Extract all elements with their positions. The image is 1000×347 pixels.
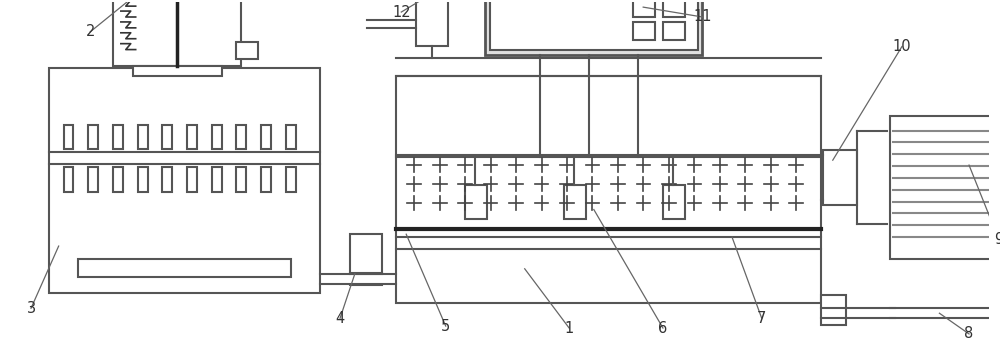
Bar	[236, 125, 246, 149]
Bar	[113, 167, 123, 192]
Bar	[821, 295, 846, 325]
Bar	[286, 167, 296, 192]
Bar	[113, 125, 123, 149]
Bar	[465, 185, 487, 219]
Text: 11: 11	[693, 9, 712, 25]
Bar	[49, 68, 320, 294]
Text: 7: 7	[757, 311, 766, 325]
Bar	[236, 42, 258, 59]
Text: 4: 4	[335, 311, 345, 325]
Bar	[187, 167, 197, 192]
Bar	[138, 167, 148, 192]
Text: 1: 1	[565, 321, 574, 336]
Bar	[113, 0, 241, 66]
Bar	[485, 0, 702, 54]
Text: 10: 10	[893, 39, 911, 54]
Bar	[187, 125, 197, 149]
Bar	[88, 167, 98, 192]
Bar	[162, 125, 172, 149]
Bar	[633, 0, 655, 17]
Bar	[261, 125, 271, 149]
Bar	[564, 185, 586, 219]
Bar	[78, 259, 291, 277]
Bar	[490, 0, 698, 50]
Bar	[890, 116, 999, 259]
Bar	[663, 22, 685, 40]
Bar	[663, 185, 685, 219]
Bar	[286, 125, 296, 149]
Bar	[212, 167, 222, 192]
Bar	[133, 66, 222, 76]
Bar	[350, 234, 382, 274]
Bar	[823, 150, 857, 205]
Bar	[396, 76, 821, 303]
Bar	[633, 22, 655, 40]
Text: 12: 12	[392, 5, 411, 19]
Bar	[261, 167, 271, 192]
Bar	[236, 167, 246, 192]
Bar	[663, 0, 685, 17]
Text: 2: 2	[86, 24, 95, 39]
Bar	[416, 0, 448, 46]
Text: 8: 8	[964, 327, 974, 341]
Text: 5: 5	[441, 319, 450, 333]
Text: 9: 9	[994, 232, 1000, 247]
Bar	[138, 125, 148, 149]
Text: 6: 6	[658, 321, 668, 336]
Bar	[88, 125, 98, 149]
Bar	[64, 167, 73, 192]
Bar	[212, 125, 222, 149]
Bar	[64, 125, 73, 149]
Bar	[162, 167, 172, 192]
Text: 3: 3	[26, 301, 36, 316]
